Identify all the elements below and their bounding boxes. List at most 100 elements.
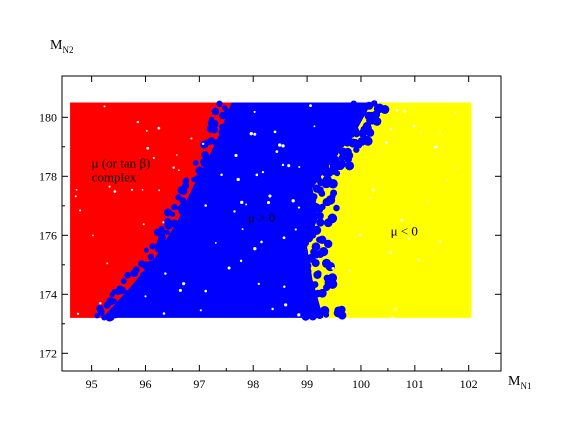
- data-point: [105, 313, 114, 322]
- data-point-gap: [108, 185, 111, 188]
- data-point-gap: [178, 288, 182, 292]
- data-point: [113, 305, 120, 312]
- data-point: [311, 281, 319, 288]
- data-point: [325, 261, 335, 272]
- data-point: [178, 186, 184, 192]
- data-point-gap: [74, 195, 77, 198]
- data-point: [101, 314, 108, 321]
- data-point-gap: [204, 204, 207, 207]
- data-point: [309, 201, 319, 212]
- data-point: [363, 136, 373, 146]
- region-complex: [70, 102, 238, 318]
- y-axis-label: MN2: [50, 38, 73, 55]
- data-point-gap: [106, 262, 109, 265]
- data-point: [316, 218, 325, 227]
- data-point: [169, 211, 176, 218]
- data-point-gap: [162, 221, 165, 224]
- data-point-gap: [439, 240, 442, 243]
- region-label-complex-line-2: complex: [92, 169, 137, 184]
- data-point-gap: [435, 145, 438, 149]
- data-point: [207, 125, 214, 133]
- data-point-gap: [268, 194, 272, 198]
- data-point: [329, 193, 336, 200]
- data-point: [372, 117, 382, 126]
- data-point: [358, 128, 368, 138]
- data-point: [201, 151, 209, 159]
- region-label-complex: μ (or tan β) complex: [92, 155, 154, 184]
- data-point-gap: [233, 210, 236, 213]
- data-point: [193, 160, 199, 166]
- data-point: [211, 107, 220, 116]
- data-point: [355, 142, 363, 149]
- data-point: [152, 260, 161, 269]
- data-point-gap: [152, 156, 155, 159]
- data-point-gap: [142, 223, 145, 226]
- data-point-gap: [412, 124, 416, 128]
- data-point-gap: [99, 302, 102, 305]
- data-point-gap: [253, 110, 256, 114]
- data-point: [136, 276, 145, 285]
- data-point: [345, 109, 352, 117]
- data-point: [191, 176, 197, 183]
- data-point: [142, 271, 149, 278]
- data-point-gap: [275, 150, 279, 153]
- data-point: [335, 163, 343, 171]
- data-point-gap: [369, 196, 372, 199]
- data-point: [179, 197, 187, 204]
- data-point: [112, 312, 119, 319]
- data-point-gap: [266, 201, 271, 205]
- x-axis-label: MN1: [508, 374, 531, 391]
- data-point-gap: [408, 237, 411, 240]
- data-point-gap: [75, 189, 78, 191]
- data-point-gap: [249, 131, 253, 136]
- data-point-gap: [456, 167, 458, 170]
- data-point: [183, 177, 189, 183]
- y-tick-label: 176: [39, 228, 57, 242]
- data-point-gap: [157, 126, 161, 130]
- data-point-gap: [241, 228, 244, 231]
- data-point: [300, 277, 307, 285]
- data-point: [338, 147, 348, 157]
- data-point: [327, 273, 338, 283]
- data-point-gap: [403, 110, 406, 113]
- data-point-gap: [162, 312, 166, 315]
- y-axis-label-main: M: [50, 38, 63, 53]
- data-point: [212, 139, 221, 147]
- data-point-gap: [420, 131, 422, 134]
- data-point: [183, 204, 191, 212]
- data-point-gap: [294, 228, 297, 231]
- data-point: [234, 110, 240, 117]
- data-point: [188, 193, 195, 200]
- data-point-gap: [390, 127, 393, 130]
- data-point-gap: [271, 307, 274, 311]
- data-point: [153, 228, 162, 237]
- data-point: [295, 180, 303, 189]
- data-point: [316, 186, 324, 195]
- data-point: [228, 107, 236, 115]
- data-point-gap: [245, 203, 248, 206]
- data-point: [308, 173, 316, 181]
- data-point: [316, 163, 325, 171]
- data-point-gap: [177, 169, 180, 172]
- data-point-gap: [158, 189, 161, 192]
- x-tick-label: 98: [247, 377, 259, 391]
- data-point: [329, 163, 337, 170]
- data-point-gap: [384, 141, 388, 144]
- x-tick-label: 97: [193, 377, 205, 391]
- data-point-gap: [282, 236, 286, 240]
- data-point: [290, 267, 298, 276]
- data-point: [182, 182, 190, 190]
- data-point-gap: [164, 272, 167, 275]
- data-point: [172, 234, 179, 241]
- data-point: [207, 167, 213, 173]
- data-point: [297, 285, 305, 293]
- data-point: [111, 288, 118, 295]
- region-label-mu-negative: μ < 0: [391, 223, 418, 238]
- data-point-gap: [145, 130, 148, 132]
- data-point-gap: [220, 173, 223, 177]
- data-point: [211, 146, 220, 155]
- data-point: [308, 312, 317, 321]
- data-point-gap: [394, 308, 397, 311]
- data-point-gap: [391, 316, 394, 319]
- x-tick-label: 102: [460, 377, 478, 391]
